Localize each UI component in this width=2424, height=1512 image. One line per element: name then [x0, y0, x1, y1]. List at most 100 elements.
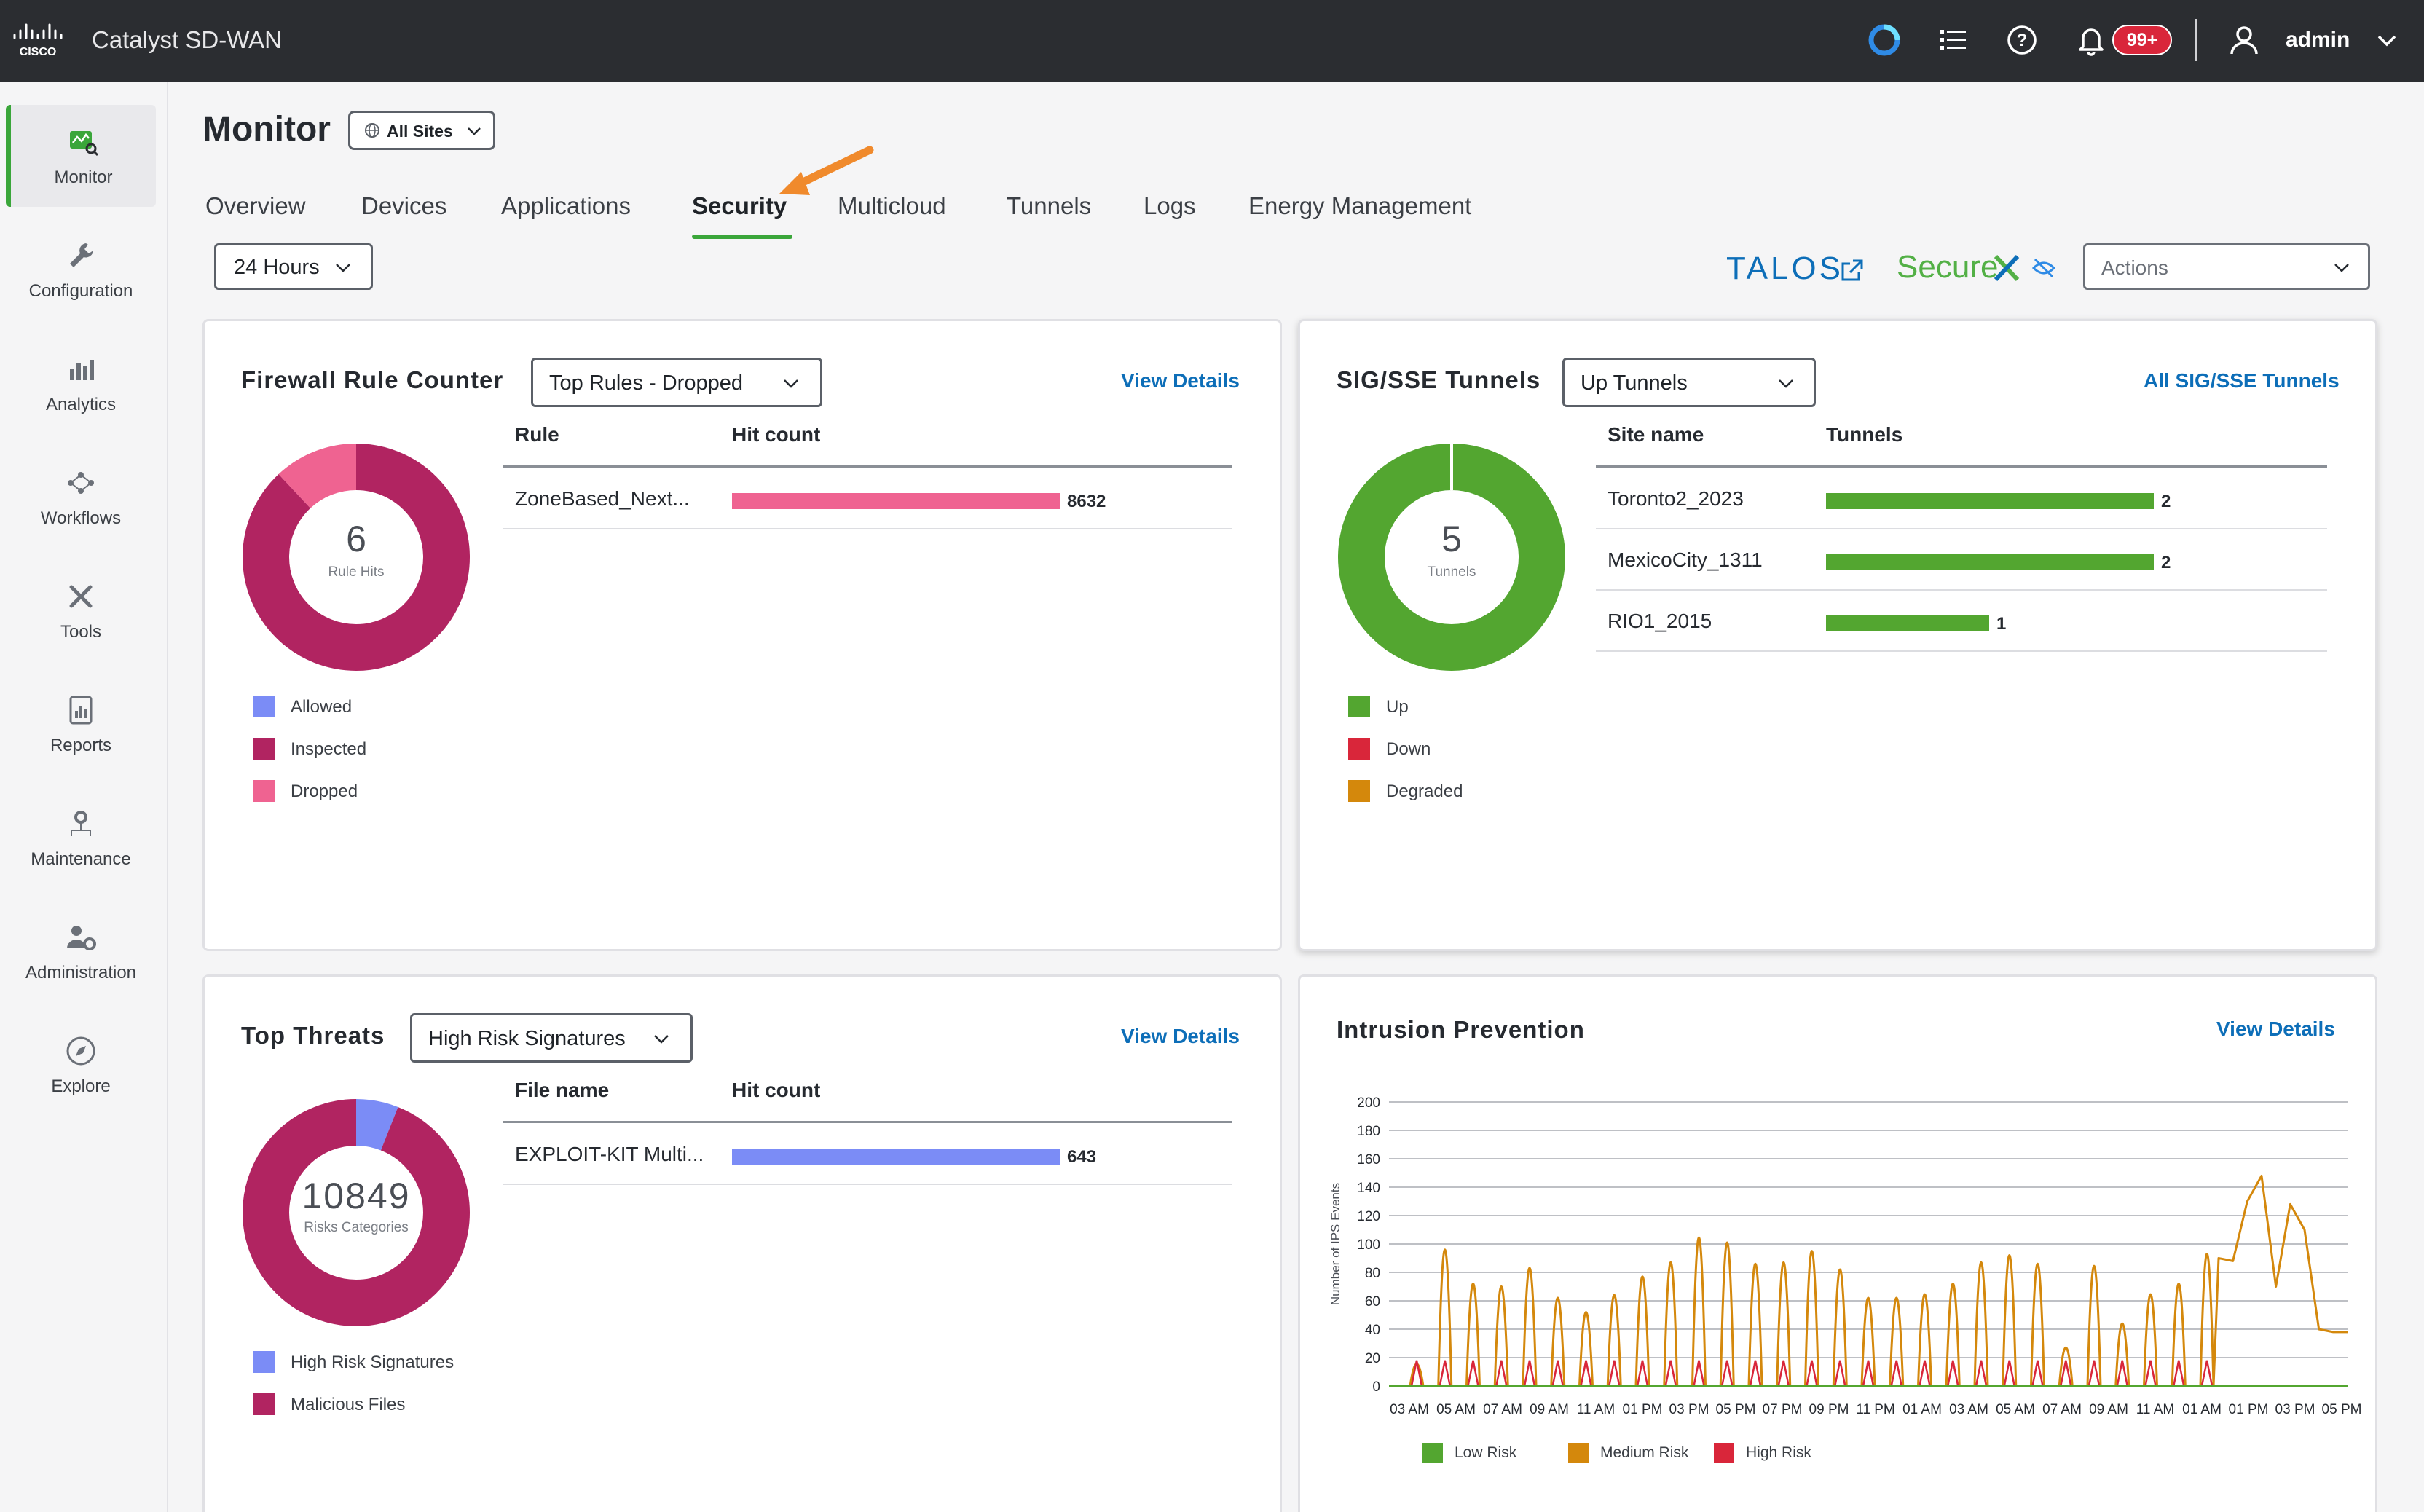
divider — [2195, 19, 2197, 61]
tab-logs[interactable]: Logs — [1144, 192, 1196, 219]
legend-swatch — [1348, 696, 1370, 717]
firewall-filter-select[interactable]: Top Rules - Dropped — [531, 358, 822, 407]
x-tick-label: 03 AM — [1390, 1402, 1429, 1417]
notification-badge[interactable]: 99+ — [2112, 25, 2172, 55]
sidebar-item-label: Monitor — [54, 168, 113, 187]
column-header-rule[interactable]: Rule — [515, 423, 559, 446]
actions-dropdown[interactable]: Actions — [2083, 243, 2370, 290]
all-sig-tunnels-link[interactable]: All SIG/SSE Tunnels — [2144, 369, 2340, 392]
rule-name-cell[interactable]: ZoneBased_Next... — [515, 487, 690, 510]
securex-logo[interactable]: Secure — [1897, 249, 1998, 286]
cisco-logo[interactable]: CISCO — [10, 22, 66, 60]
site-name-cell[interactable]: RIO1_2015 — [1608, 610, 1712, 632]
sidebar-item-workflows[interactable]: Workflows — [6, 446, 156, 548]
y-tick-label: 60 — [1365, 1294, 1380, 1310]
x-tick-label: 01 PM — [1623, 1402, 1663, 1417]
tab-devices[interactable]: Devices — [361, 192, 447, 219]
securex-text: Secure — [1897, 249, 1999, 285]
tab-tunnels[interactable]: Tunnels — [1007, 192, 1092, 219]
legend-label: Malicious Files — [291, 1395, 406, 1414]
x-tick-label: 09 PM — [1809, 1402, 1849, 1417]
column-header-hit-count[interactable]: Hit count — [732, 1079, 821, 1101]
sidebar-item-administration[interactable]: Administration — [6, 900, 156, 1002]
column-header-file-name[interactable]: File name — [515, 1079, 610, 1101]
sidebar-item-maintenance[interactable]: Maintenance — [6, 787, 156, 889]
y-tick-label: 200 — [1357, 1095, 1380, 1111]
row-divider — [1596, 589, 2327, 591]
talos-logo[interactable]: TALOS — [1726, 251, 1844, 286]
user-name[interactable]: admin — [2286, 28, 2350, 52]
tunnel-count-bar — [1826, 615, 1989, 631]
legend-label: High Risk Signatures — [291, 1352, 454, 1372]
sidebar-item-tools[interactable]: Tools — [6, 559, 156, 661]
sidebar-item-configuration[interactable]: Configuration — [6, 218, 156, 320]
tunnel-count-bar — [1826, 554, 2154, 570]
tab-multicloud[interactable]: Multicloud — [838, 192, 946, 219]
file-name-cell[interactable]: EXPLOIT-KIT Multi... — [515, 1143, 704, 1165]
sidebar-item-explore[interactable]: Explore — [6, 1014, 156, 1116]
view-details-link[interactable]: View Details — [1121, 1025, 1240, 1047]
x-tick-label: 05 AM — [1996, 1402, 2035, 1417]
legend-label: Allowed — [291, 697, 353, 717]
bell-icon[interactable] — [2073, 22, 2109, 58]
column-header-site-name[interactable]: Site name — [1608, 423, 1704, 446]
sidebar-item-reports[interactable]: Reports — [6, 673, 156, 775]
row-divider — [503, 1184, 1232, 1185]
tab-applications[interactable]: Applications — [501, 192, 631, 219]
legend-label: Degraded — [1386, 781, 1463, 801]
x-tick-label: 07 PM — [1763, 1402, 1803, 1417]
view-details-link[interactable]: View Details — [1121, 369, 1240, 392]
sidebar-item-analytics[interactable]: Analytics — [6, 332, 156, 434]
help-icon[interactable]: ? — [2004, 22, 2040, 58]
x-tick-label: 05 PM — [2322, 1402, 2362, 1417]
user-icon[interactable] — [2226, 22, 2262, 58]
legend-label: Down — [1386, 739, 1431, 759]
task-list-icon[interactable] — [1935, 22, 1971, 58]
legend-swatch — [1348, 738, 1370, 760]
annotation-arrow-icon — [779, 146, 874, 195]
sidebar-item-monitor[interactable]: Monitor — [6, 105, 156, 207]
site-scope-selector[interactable]: All Sites — [348, 111, 495, 150]
y-tick-label: 120 — [1357, 1209, 1380, 1224]
tools-icon — [69, 585, 93, 608]
x-tick-label: 03 PM — [2275, 1402, 2315, 1417]
table-header-divider — [1596, 465, 2327, 468]
site-scope-label: All Sites — [387, 122, 453, 141]
ai-assistant-icon[interactable] — [1866, 22, 1902, 58]
x-tick-label: 01 AM — [1902, 1402, 1942, 1417]
site-name-cell[interactable]: MexicoCity_1311 — [1608, 548, 1763, 571]
securex-x-logo — [1994, 254, 2020, 282]
card-title: Intrusion Prevention — [1337, 1016, 1585, 1043]
x-tick-label: 03 AM — [1949, 1402, 1988, 1417]
y-tick-label: 100 — [1357, 1237, 1380, 1253]
chevron-down-icon[interactable] — [2372, 25, 2402, 55]
time-range-select[interactable]: 24 Hours — [214, 243, 373, 290]
globe-icon — [365, 123, 379, 138]
external-link-icon[interactable] — [1840, 258, 1865, 283]
column-header-hit-count[interactable]: Hit count — [732, 423, 821, 446]
tab-security[interactable]: Security — [692, 192, 787, 219]
y-tick-label: 160 — [1357, 1152, 1380, 1168]
x-tick-label: 03 PM — [1669, 1402, 1709, 1417]
x-tick-label: 05 PM — [1716, 1402, 1756, 1417]
donut-total-label: Rule Hits — [328, 564, 385, 580]
y-tick-label: 80 — [1365, 1266, 1380, 1281]
table-header-divider — [503, 465, 1232, 468]
sig-sse-tunnels-card: SIG/SSE Tunnels Up Tunnels All SIG/SSE T… — [1298, 319, 2377, 951]
card-title: SIG/SSE Tunnels — [1337, 366, 1541, 393]
y-axis-label: Number of IPS Events — [1329, 1183, 1342, 1305]
tab-overview[interactable]: Overview — [205, 192, 306, 219]
x-tick-label: 07 AM — [2042, 1402, 2082, 1417]
tab-energy-management[interactable]: Energy Management — [1248, 192, 1472, 219]
donut-total-label: Tunnels — [1427, 564, 1476, 580]
column-header-tunnels[interactable]: Tunnels — [1826, 423, 1903, 446]
svg-text:CISCO: CISCO — [20, 46, 57, 58]
view-details-link[interactable]: View Details — [2216, 1017, 2335, 1040]
tunnel-filter-select[interactable]: Up Tunnels — [1562, 358, 1816, 407]
legend-swatch — [1714, 1443, 1734, 1463]
hidden-link-icon[interactable] — [2031, 256, 2057, 280]
threats-filter-select[interactable]: High Risk Signatures — [410, 1013, 693, 1063]
legend-swatch — [253, 780, 275, 802]
site-name-cell[interactable]: Toronto2_2023 — [1608, 487, 1744, 510]
legend-label: Up — [1386, 697, 1409, 717]
